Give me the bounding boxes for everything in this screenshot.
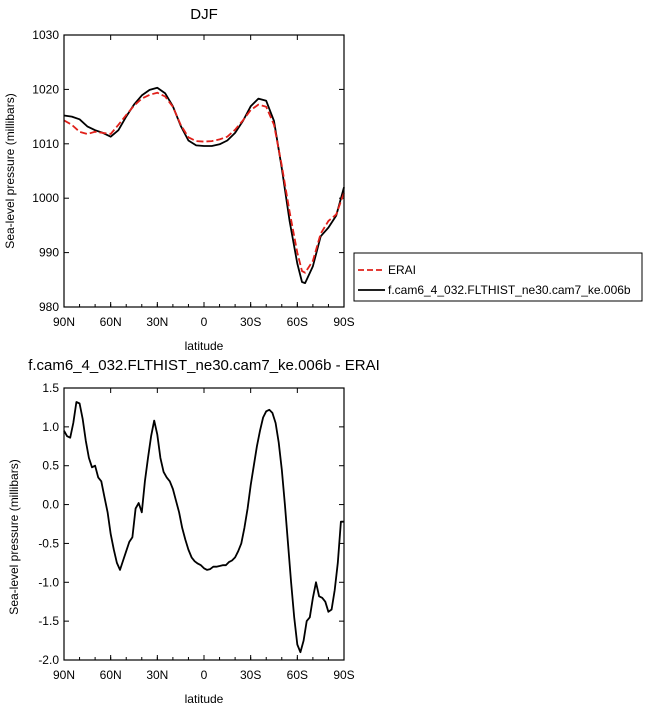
top-x-tick-label: 60S <box>287 315 308 329</box>
bottom-x-tick-label: 0 <box>201 668 208 682</box>
bottom-y-tick-label: 1.0 <box>42 420 59 434</box>
top-x-tick-label: 90S <box>333 315 354 329</box>
top-x-tick-label: 90N <box>53 315 75 329</box>
top-chart-y-axis-label: Sea-level pressure (millibars) <box>3 93 17 248</box>
bottom-x-tick-label: 90N <box>53 668 75 682</box>
bottom-chart-ticks: 90N 60N 30N 0 30S 60S 90S -2.0 -1.5 -1.0 -0.5 0.0 0.… <box>38 381 354 682</box>
top-y-tick-label: 990 <box>39 246 59 260</box>
top-y-tick-label: 1030 <box>32 28 59 42</box>
top-series-line-0 <box>63 91 345 274</box>
bottom-chart-series <box>63 401 344 654</box>
top-x-tick-label: 0 <box>201 315 208 329</box>
top-chart-legend: ERAI f.cam6_4_032.FLTHIST_ne30.cam7_ke.0… <box>353 252 643 302</box>
bottom-series-line-0 <box>63 401 344 654</box>
bottom-x-tick-label: 60S <box>287 668 308 682</box>
top-chart-ticks: 90N 60N 30N 0 30S 60S 90S 980 990 1000 1010 1020 103… <box>32 28 354 329</box>
bottom-chart-x-axis-label: latitude <box>185 692 224 706</box>
bottom-chart-title: f.cam6_4_032.FLTHIST_ne30.cam7_ke.006b -… <box>28 357 380 374</box>
bottom-y-tick-label: -2.0 <box>38 653 59 667</box>
top-line-chart: DJF Sea-level pressure (millibars) latit… <box>3 6 355 353</box>
top-y-tick-label: 980 <box>39 300 59 314</box>
top-x-tick-label: 30N <box>146 315 168 329</box>
legend-label-erai: ERAI <box>388 263 416 277</box>
legend-label-model: f.cam6_4_032.FLTHIST_ne30.cam7_ke.006b <box>388 283 631 297</box>
bottom-y-tick-label: 0.5 <box>42 459 59 473</box>
bottom-x-tick-label: 60N <box>100 668 122 682</box>
bottom-y-tick-label: 1.5 <box>42 381 59 395</box>
top-chart-title: DJF <box>190 6 218 23</box>
bottom-x-tick-label: 30N <box>146 668 168 682</box>
top-series-line-1 <box>63 86 345 285</box>
bottom-plot-frame <box>63 387 345 661</box>
bottom-line-chart: f.cam6_4_032.FLTHIST_ne30.cam7_ke.006b -… <box>7 357 380 706</box>
bottom-y-tick-label: -1.5 <box>38 614 59 628</box>
bottom-y-tick-label: -1.0 <box>38 575 59 589</box>
bottom-y-tick-label: 0.0 <box>42 498 59 512</box>
top-x-tick-label: 60N <box>100 315 122 329</box>
bottom-x-tick-label: 90S <box>333 668 354 682</box>
top-y-tick-label: 1010 <box>32 137 59 151</box>
bottom-chart-y-axis-label: Sea-level pressure (millibars) <box>7 459 21 614</box>
top-x-tick-label: 30S <box>240 315 261 329</box>
bottom-y-tick-label: -0.5 <box>38 536 59 550</box>
top-plot-frame <box>63 34 345 308</box>
legend-box <box>353 252 643 302</box>
top-y-tick-label: 1000 <box>32 191 59 205</box>
bottom-x-tick-label: 30S <box>240 668 261 682</box>
top-chart-series <box>63 86 345 285</box>
top-y-tick-label: 1020 <box>32 82 59 96</box>
top-chart-x-axis-label: latitude <box>185 339 224 353</box>
